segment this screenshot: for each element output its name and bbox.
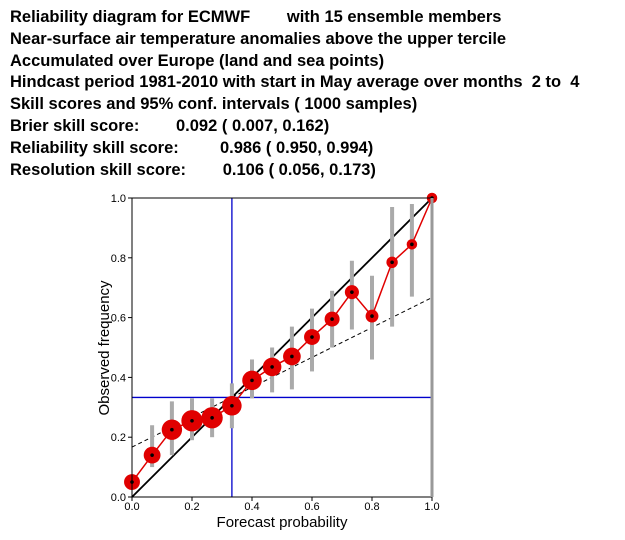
y-tick-label: 0.2 bbox=[111, 432, 126, 444]
reliability-point-center bbox=[270, 365, 274, 369]
y-tick-label: 0.4 bbox=[111, 372, 126, 384]
x-tick-label: 0.4 bbox=[244, 501, 259, 513]
reliability-point-center bbox=[190, 418, 194, 423]
x-tick-label: 0.8 bbox=[364, 501, 379, 513]
plot-frame bbox=[131, 197, 434, 498]
header-skill-intro-line: Skill scores and 95% conf. intervals ( 1… bbox=[10, 95, 418, 114]
y-axis-label: Observed frequency bbox=[96, 280, 113, 416]
reliability-point-center bbox=[210, 415, 214, 420]
x-tick-label: 0.2 bbox=[184, 501, 199, 513]
reliability-point-center bbox=[350, 290, 354, 294]
reliability-point-center bbox=[290, 354, 294, 359]
perfect-reliability-line bbox=[131, 197, 433, 498]
climatology-lines bbox=[132, 198, 432, 497]
chart-header: Reliability diagram for ECMWF with 15 en… bbox=[10, 7, 579, 181]
reliability-line bbox=[131, 197, 433, 483]
reliability-point-center bbox=[310, 335, 314, 339]
reliability-point-center bbox=[230, 404, 234, 408]
reliability-curve bbox=[131, 197, 433, 483]
header-variable-line: Near-surface air temperature anomalies a… bbox=[10, 29, 507, 48]
reliability-point-center bbox=[150, 453, 154, 457]
header-title-line: Reliability diagram for ECMWF with 15 en… bbox=[10, 8, 502, 26]
reliability-point-center bbox=[250, 378, 254, 383]
axis-ticks: 0.0 0.2 0.4 0.6 0.8 1.0 0.0 0.2 0.4 0.6 0.8 1.0 bbox=[111, 193, 440, 513]
x-tick-label: 1.0 bbox=[424, 501, 439, 513]
reliability-point-center bbox=[390, 260, 394, 265]
y-tick-label: 0.8 bbox=[111, 253, 126, 265]
reliability-point-center bbox=[170, 427, 174, 432]
reliability-skill-score-line: Reliability skill score: 0.986 ( 0.950, … bbox=[10, 138, 374, 157]
y-tick-label: 1.0 bbox=[111, 193, 126, 205]
y-tick-label: 0.0 bbox=[111, 492, 126, 504]
x-tick-label: 0.0 bbox=[124, 501, 139, 513]
header-period-line: Hindcast period 1981-2010 with start in … bbox=[10, 73, 580, 92]
brier-skill-score-line: Brier skill score: 0.092 ( 0.007, 0.162) bbox=[10, 116, 330, 135]
reliability-point-center bbox=[370, 314, 374, 318]
confidence-intervals bbox=[130, 203, 414, 489]
y-tick-label: 0.6 bbox=[111, 313, 126, 325]
reliability-point-center bbox=[410, 242, 414, 247]
reliability-point-center bbox=[330, 317, 334, 321]
header-region-line: Accumulated over Europe (land and sea po… bbox=[10, 51, 385, 70]
resolution-skill-score-line: Resolution skill score: 0.106 ( 0.056, 0… bbox=[10, 160, 376, 179]
x-axis-label: Forecast probability bbox=[217, 514, 348, 531]
reference-lines bbox=[131, 197, 433, 498]
x-tick-label: 0.6 bbox=[304, 501, 319, 513]
